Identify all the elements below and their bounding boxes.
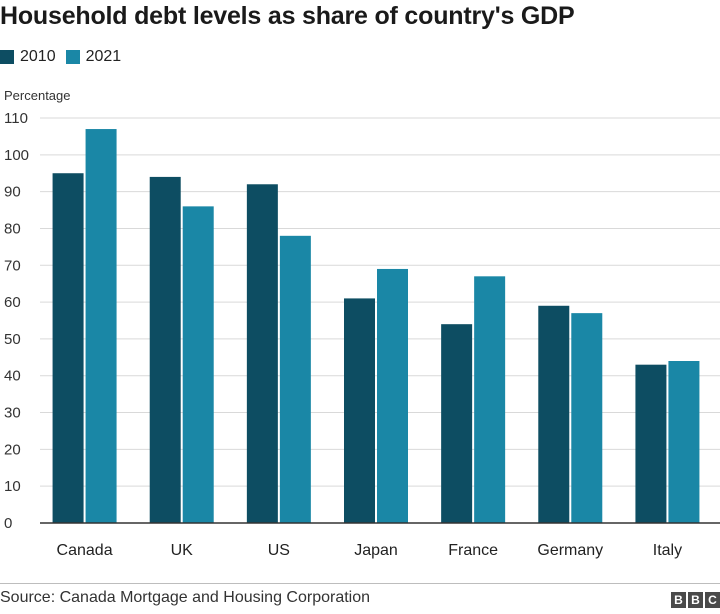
y-tick-label: 30	[4, 405, 21, 422]
y-axis-label: Percentage	[4, 88, 71, 103]
bar-2021-us	[279, 235, 311, 523]
logo-block: B	[671, 592, 686, 608]
x-tick-label: Canada	[57, 542, 113, 559]
y-tick-label: 20	[4, 441, 21, 458]
legend-swatch-2021	[65, 50, 80, 64]
bar-2010-france	[441, 324, 473, 523]
bbc-logo: B B C	[671, 592, 720, 608]
y-tick-label: 110	[4, 110, 28, 127]
y-tick-label: 90	[4, 184, 21, 201]
bar-2010-us	[246, 184, 278, 524]
legend-label-2010: 2010	[20, 48, 56, 65]
bar-2021-germany	[571, 313, 603, 523]
chart-legend: 2010 2021	[0, 48, 121, 66]
footer-divider	[0, 583, 720, 584]
bar-2010-italy	[635, 364, 667, 523]
x-tick-label: UK	[171, 542, 194, 559]
bar-2010-uk	[149, 176, 181, 523]
y-tick-label: 70	[4, 257, 21, 274]
bar-2010-japan	[344, 298, 375, 523]
bar-2021-japan	[377, 268, 408, 523]
bar-2021-uk	[182, 206, 214, 523]
x-tick-label: Germany	[537, 542, 603, 559]
bar-2010-germany	[538, 305, 570, 523]
x-tick-label: Japan	[354, 542, 398, 559]
y-tick-label: 80	[4, 220, 21, 237]
legend-label-2021: 2021	[85, 48, 122, 65]
legend-item-2010: 2010	[0, 48, 56, 66]
y-tick-label: 60	[4, 294, 21, 311]
bar-2021-canada	[85, 129, 117, 523]
bar-2021-italy	[668, 361, 700, 523]
x-tick-label: Italy	[653, 542, 682, 559]
y-tick-label: 0	[4, 515, 12, 532]
x-tick-label: US	[268, 542, 290, 559]
logo-block: C	[705, 592, 720, 608]
bar-2010-canada	[52, 173, 84, 523]
y-tick-label: 10	[4, 478, 21, 495]
y-tick-label: 100	[4, 147, 29, 164]
source-note: Source: Canada Mortgage and Housing Corp…	[0, 589, 371, 606]
chart-title: Household debt levels as share of countr…	[0, 2, 575, 30]
legend-item-2021: 2021	[65, 48, 122, 66]
bar-2021-france	[474, 276, 506, 523]
legend-swatch-2010	[0, 50, 14, 64]
y-tick-label: 50	[4, 331, 21, 348]
x-tick-label: France	[448, 542, 498, 559]
logo-block: B	[688, 592, 703, 608]
y-tick-label: 40	[4, 368, 21, 385]
